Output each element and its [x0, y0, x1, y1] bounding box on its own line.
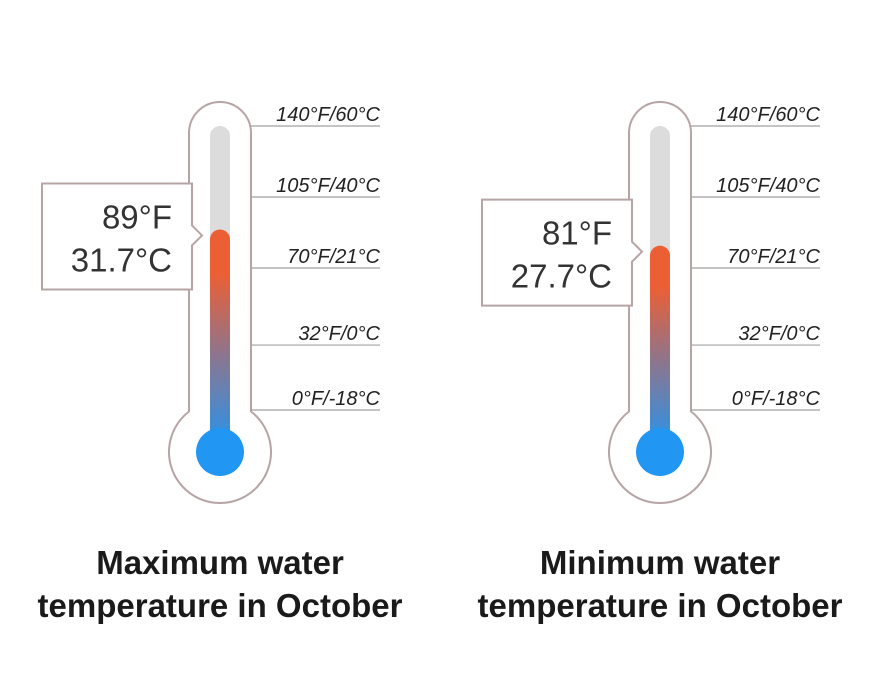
- scale-tick-label: 70°F/21°C: [727, 246, 820, 268]
- chart-title-line: Maximum water: [96, 544, 344, 581]
- value-callout: [481, 198, 644, 307]
- scale-tick-label: 32°F/0°C: [738, 323, 820, 345]
- scale-tick-label: 32°F/0°C: [298, 323, 380, 345]
- mercury-column: [650, 245, 670, 452]
- chart-title-line: temperature in October: [478, 587, 843, 624]
- thermometer-bulb: [196, 428, 244, 476]
- thermometer-1: 140°F/60°C 105°F/40°C 70°F/21°C 32°F/0°C 0°F…: [38, 101, 403, 624]
- thermometer-2: 140°F/60°C 105°F/40°C 70°F/21°C 32°F/0°C 0°F…: [478, 101, 843, 624]
- value-callout: [41, 182, 204, 291]
- thermometer-bulb: [636, 428, 684, 476]
- value-celsius: 31.7°C: [71, 241, 172, 278]
- value-fahrenheit: 81°F: [542, 215, 612, 252]
- scale-tick-label: 140°F/60°C: [276, 104, 380, 126]
- scale-tick-label: 0°F/-18°C: [292, 388, 381, 410]
- scale-tick-label: 70°F/21°C: [287, 246, 380, 268]
- scale-tick-label: 0°F/-18°C: [732, 388, 821, 410]
- value-fahrenheit: 89°F: [102, 198, 172, 235]
- chart-title-line: temperature in October: [38, 587, 403, 624]
- chart-title-line: Minimum water: [540, 544, 780, 581]
- chart-title: Maximum water temperature in October: [38, 544, 403, 624]
- mercury-column: [210, 229, 230, 452]
- scale-tick-label: 105°F/40°C: [716, 175, 820, 197]
- value-celsius: 27.7°C: [511, 258, 612, 295]
- chart-title: Minimum water temperature in October: [478, 544, 843, 624]
- scale-tick-label: 140°F/60°C: [716, 104, 820, 126]
- scale-tick-label: 105°F/40°C: [276, 175, 380, 197]
